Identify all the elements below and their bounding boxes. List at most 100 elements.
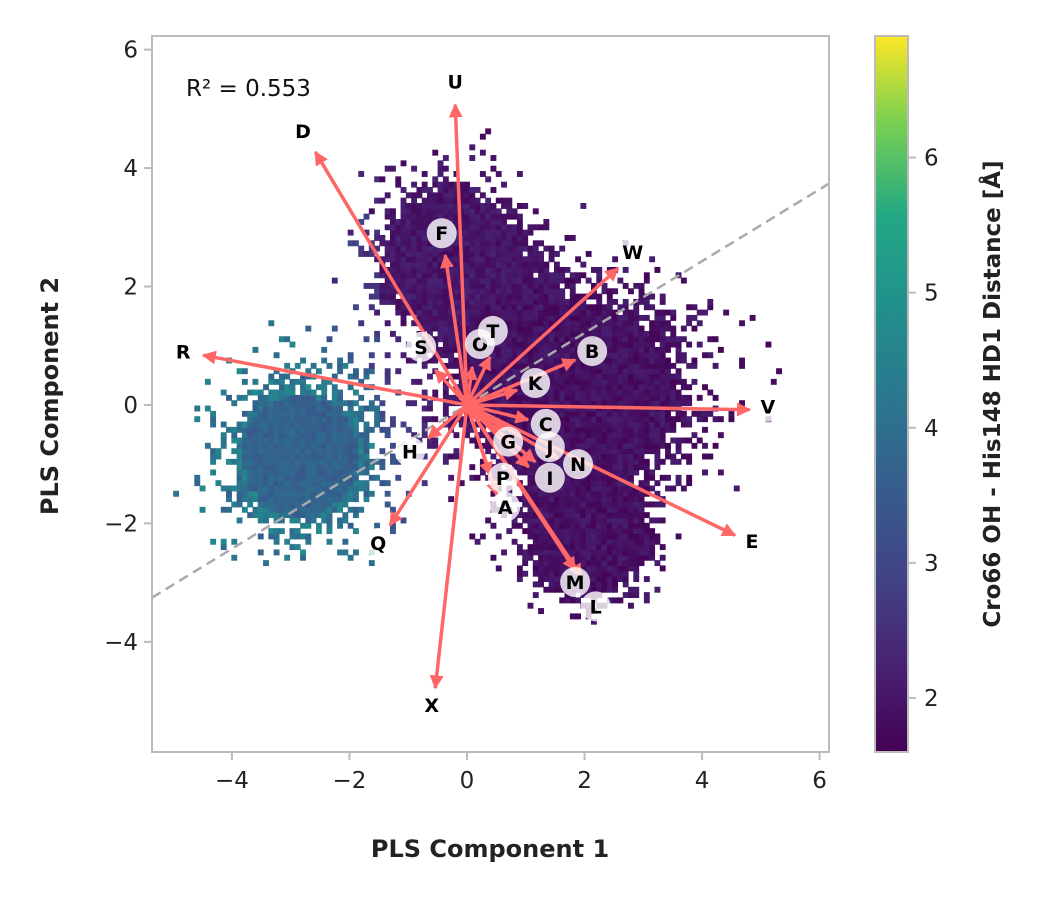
heatmap-cell [236, 501, 243, 508]
heatmap-cell [522, 288, 529, 295]
heatmap-cell [601, 560, 608, 567]
heatmap-cell [622, 474, 629, 481]
heatmap-cell [654, 448, 661, 455]
heatmap-cell [442, 304, 449, 311]
heatmap-cell [559, 394, 566, 401]
heatmap-cell [553, 581, 560, 588]
heatmap-cell [474, 362, 481, 369]
heatmap-cell [347, 421, 354, 428]
heatmap-cell [633, 496, 640, 503]
heatmap-cell [400, 288, 407, 295]
heatmap-cell [411, 250, 418, 257]
heatmap-cell [495, 250, 502, 257]
heatmap-cell [315, 368, 322, 375]
heatmap-cell [379, 293, 386, 300]
heatmap-cell [474, 234, 481, 241]
heatmap-cell [501, 304, 507, 311]
heatmap-cell [257, 389, 264, 396]
heatmap-cell [511, 517, 518, 524]
heatmap-cell [606, 581, 613, 588]
heatmap-cell [490, 155, 497, 161]
heatmap-cell [405, 213, 412, 220]
heatmap-cell [749, 314, 756, 321]
heatmap-cell [522, 229, 529, 236]
heatmap-cell [347, 442, 354, 449]
heatmap-cell [601, 373, 608, 380]
heatmap-cell [289, 496, 296, 503]
heatmap-cell [427, 330, 433, 337]
heatmap-cell [315, 464, 322, 471]
heatmap-cell [569, 506, 576, 513]
heatmap-cell [553, 304, 560, 311]
heatmap-cell [638, 501, 645, 508]
heatmap-cell [257, 416, 264, 423]
heatmap-cell [405, 229, 412, 236]
heatmap-cell [305, 517, 312, 524]
y-tick-label: 4 [123, 156, 138, 182]
heatmap-cell [331, 448, 338, 455]
heatmap-cell [236, 464, 243, 471]
heatmap-cell [300, 506, 306, 513]
heatmap-cell [717, 416, 724, 423]
heatmap-cell [527, 394, 534, 401]
heatmap-cell [606, 570, 613, 577]
heatmap-cell [257, 426, 264, 433]
heatmap-cell [575, 298, 582, 305]
heatmap-cell [575, 336, 582, 343]
heatmap-cell [654, 421, 661, 428]
heatmap-cell [501, 549, 507, 556]
heatmap-cell [675, 394, 682, 401]
heatmap-cell [516, 293, 523, 300]
heatmap-cell [241, 378, 248, 385]
heatmap-cell [617, 533, 624, 540]
heatmap-cell [622, 512, 629, 519]
heatmap-cell [638, 368, 645, 375]
heatmap-cell [432, 416, 439, 423]
heatmap-cell [522, 528, 529, 535]
heatmap-cell [247, 389, 254, 396]
heatmap-cell [654, 490, 661, 497]
heatmap-cell [474, 229, 481, 236]
heatmap-cell [479, 298, 486, 305]
heatmap-cell [548, 309, 555, 316]
heatmap-cell [347, 384, 354, 391]
heatmap-cell [522, 261, 529, 268]
colorbar-tick-label: 6 [924, 146, 939, 172]
heatmap-cell [289, 506, 296, 513]
heatmap-cell [400, 272, 407, 279]
heatmap-cell [273, 389, 280, 396]
heatmap-cell [559, 373, 566, 380]
heatmap-cell [384, 378, 391, 385]
heatmap-cell [379, 426, 386, 433]
heatmap-cell [384, 293, 391, 300]
heatmap-cell [532, 245, 539, 252]
heatmap-cell [564, 368, 571, 375]
heatmap-cell [247, 410, 254, 417]
heatmap-cell [479, 229, 486, 236]
heatmap-cell [628, 517, 634, 524]
heatmap-cell [305, 405, 312, 412]
heatmap-cell [553, 554, 560, 561]
heatmap-cell [374, 234, 381, 241]
heatmap-cell [273, 442, 280, 449]
heatmap-cell [289, 528, 296, 535]
heatmap-cell [405, 256, 412, 263]
heatmap-cell [633, 490, 640, 497]
heatmap-cell [273, 496, 280, 503]
heatmap-cell [273, 405, 280, 412]
heatmap-cell [612, 512, 619, 519]
heatmap-cell [331, 490, 338, 497]
heatmap-cell [501, 357, 507, 364]
heatmap-cell [532, 304, 539, 311]
heatmap-cell [580, 368, 587, 375]
heatmap-cell [374, 405, 381, 412]
heatmap-cell [321, 517, 328, 524]
heatmap-cell [559, 538, 566, 545]
heatmap-cell [628, 448, 634, 455]
heatmap-cell [638, 464, 645, 471]
heatmap-cell [300, 394, 306, 401]
heatmap-cell [511, 250, 518, 257]
heatmap-cell [649, 368, 656, 375]
heatmap-cell [527, 320, 534, 327]
heatmap-cell [321, 474, 328, 481]
